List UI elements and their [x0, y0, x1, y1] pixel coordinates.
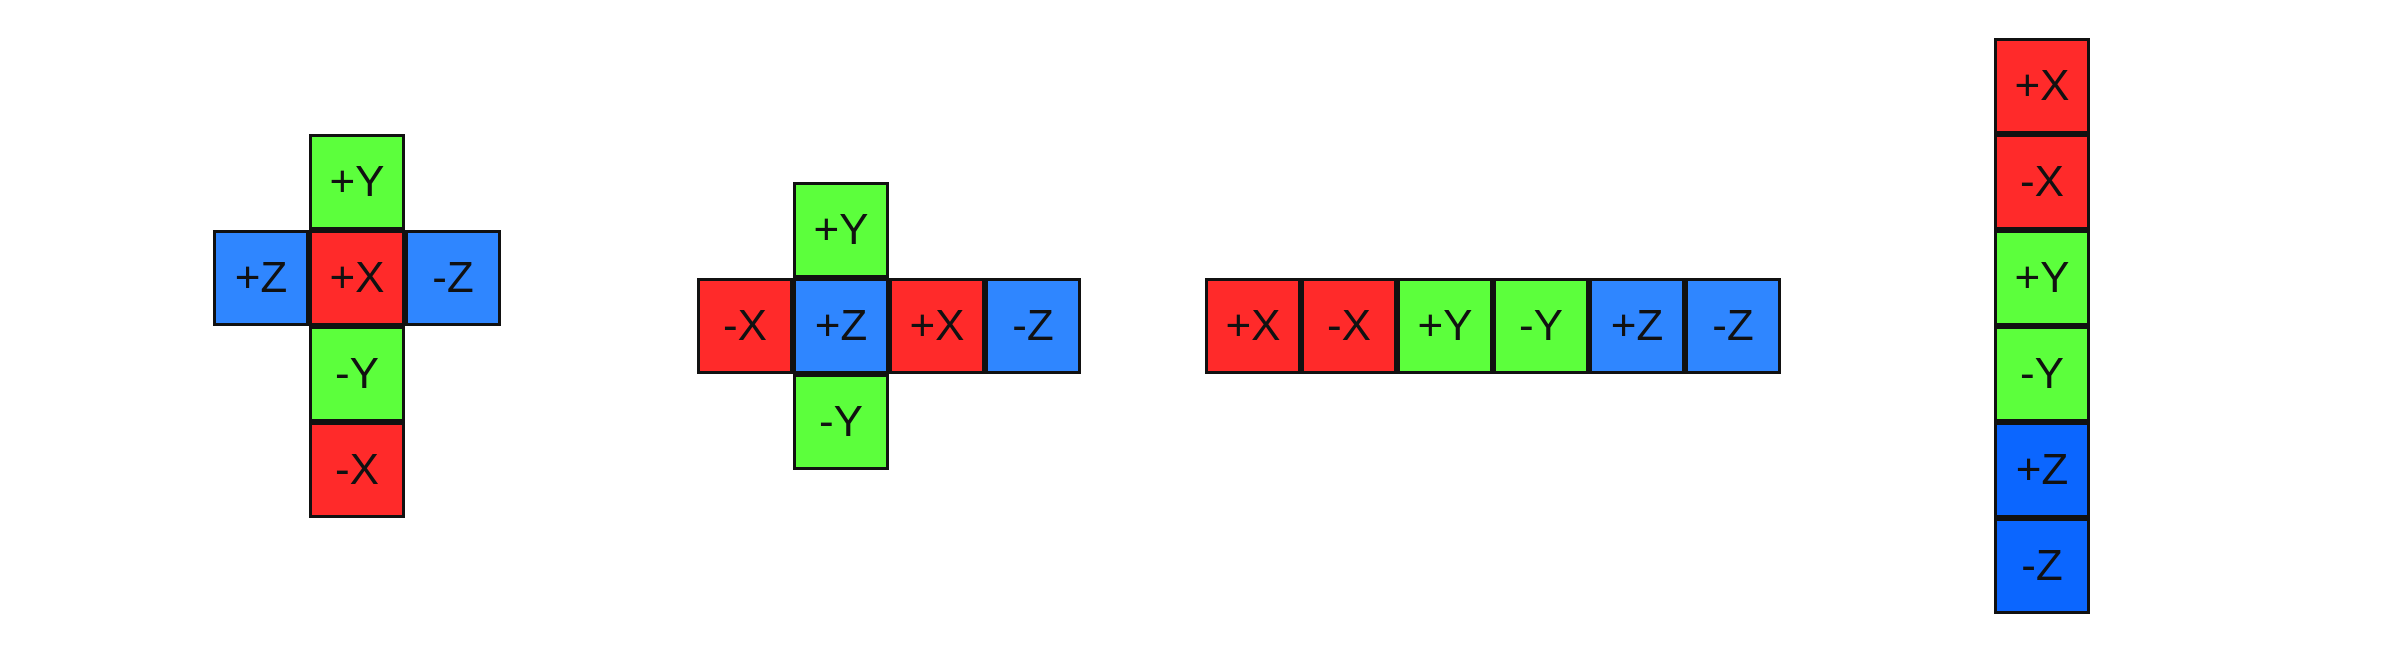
- cube-face: +Z: [1994, 422, 2090, 518]
- face-label: -Z: [1712, 301, 1754, 350]
- cube-face: +Z: [793, 278, 889, 374]
- face-label: +X: [909, 301, 965, 350]
- cube-face: -Y: [1493, 278, 1589, 374]
- cube-face: +Y: [1994, 230, 2090, 326]
- face-label: +Y: [813, 205, 869, 254]
- face-label: -Y: [335, 349, 379, 398]
- cube-face: -Z: [1994, 518, 2090, 614]
- face-label: +Y: [329, 157, 385, 206]
- face-label: +X: [1225, 301, 1281, 350]
- face-label: -Y: [2020, 349, 2064, 398]
- face-label: -X: [1327, 301, 1371, 350]
- cube-face: +Y: [309, 134, 405, 230]
- cube-face: +X: [889, 278, 985, 374]
- cube-face: +Y: [793, 182, 889, 278]
- face-label: +Z: [1610, 301, 1664, 350]
- cube-face: -X: [697, 278, 793, 374]
- face-label: -X: [335, 445, 379, 494]
- cube-face: +X: [1205, 278, 1301, 374]
- face-label: +X: [2014, 61, 2070, 110]
- face-label: +Z: [234, 253, 288, 302]
- face-label: +Z: [2015, 445, 2069, 494]
- face-label: -Y: [1519, 301, 1563, 350]
- face-label: -X: [2020, 157, 2064, 206]
- face-label: -Z: [2021, 541, 2063, 590]
- cube-face: +Z: [213, 230, 309, 326]
- face-label: -Z: [432, 253, 474, 302]
- face-label: +X: [329, 253, 385, 302]
- cube-face: -X: [309, 422, 405, 518]
- face-label: -Z: [1012, 301, 1054, 350]
- face-label: +Y: [2014, 253, 2070, 302]
- face-label: -Y: [819, 397, 863, 446]
- cube-face: +Z: [1589, 278, 1685, 374]
- cube-face: +X: [309, 230, 405, 326]
- cube-face: -Y: [793, 374, 889, 470]
- cube-face: -Y: [1994, 326, 2090, 422]
- face-label: -X: [723, 301, 767, 350]
- cube-face: -X: [1994, 134, 2090, 230]
- cube-face: -Z: [1685, 278, 1781, 374]
- cube-face: -Z: [985, 278, 1081, 374]
- cube-face: +Y: [1397, 278, 1493, 374]
- cube-face: +X: [1994, 38, 2090, 134]
- cube-face: -Y: [309, 326, 405, 422]
- cube-face: -Z: [405, 230, 501, 326]
- face-label: +Y: [1417, 301, 1473, 350]
- cube-face: -X: [1301, 278, 1397, 374]
- face-label: +Z: [814, 301, 868, 350]
